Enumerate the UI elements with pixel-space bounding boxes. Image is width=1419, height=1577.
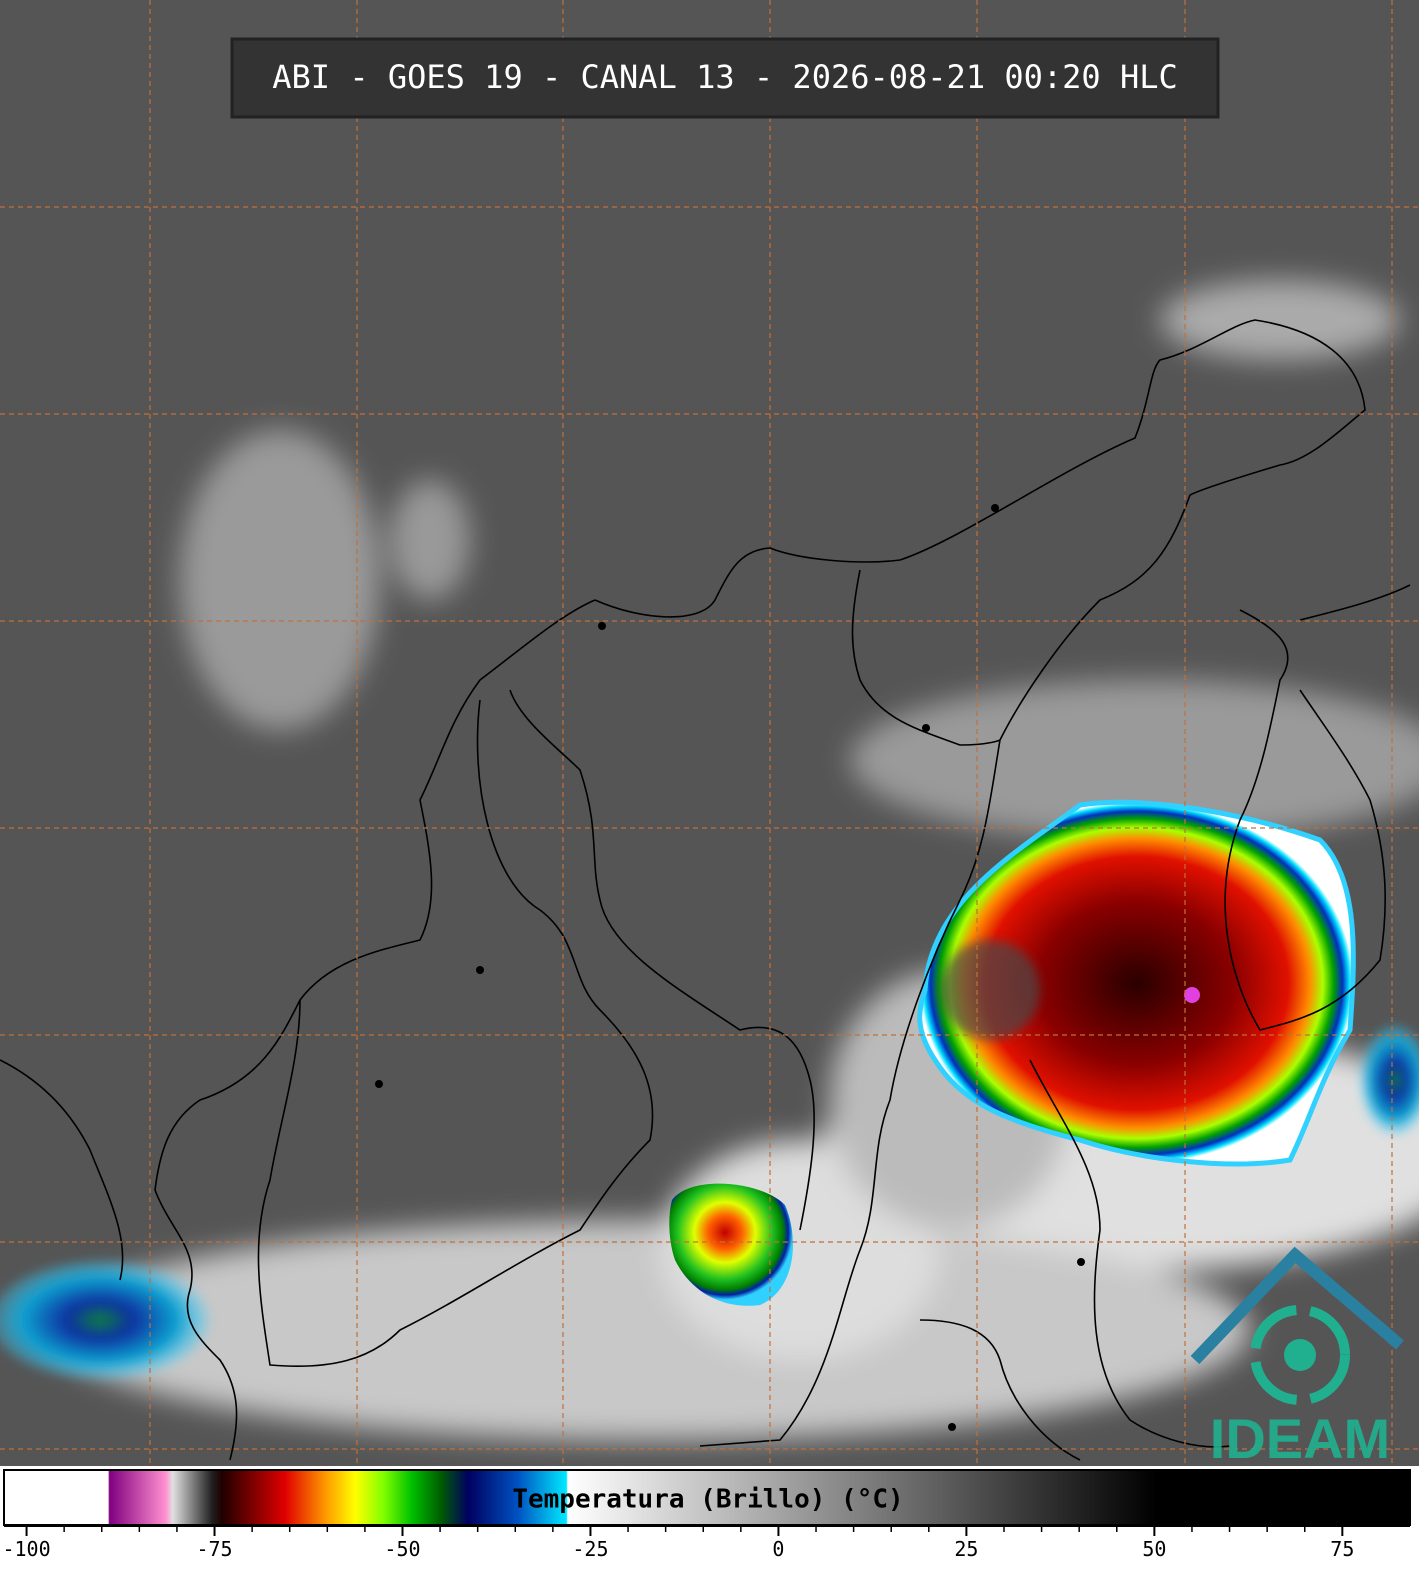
tick-label: -50 <box>384 1537 420 1561</box>
title: ABI - GOES 19 - CANAL 13 - 2026-08-21 00… <box>272 58 1177 96</box>
tick-label: -75 <box>196 1537 232 1561</box>
borders <box>0 319 1411 1461</box>
colorbar <box>3 1469 1411 1526</box>
colorbar-label: Temperatura (Brillo) (°C) <box>512 1485 903 1515</box>
title-box <box>230 37 1220 119</box>
colorbar-axis: -100 -75 -50 -25 0 25 50 75 <box>2 1525 1410 1561</box>
logo-text: IDEAM <box>1210 1407 1390 1470</box>
logo: IDEAM <box>1190 1246 1404 1470</box>
cities <box>375 504 1085 1431</box>
storms <box>0 799 1419 1380</box>
tick-label: 50 <box>1142 1537 1166 1561</box>
tick-label: 25 <box>954 1537 978 1561</box>
tick-label: -25 <box>572 1537 608 1561</box>
tick-label: 75 <box>1330 1537 1354 1561</box>
tick-label: 0 <box>772 1537 784 1561</box>
tick-label: -100 <box>2 1537 50 1561</box>
lat-lon-grid <box>0 0 1419 1466</box>
